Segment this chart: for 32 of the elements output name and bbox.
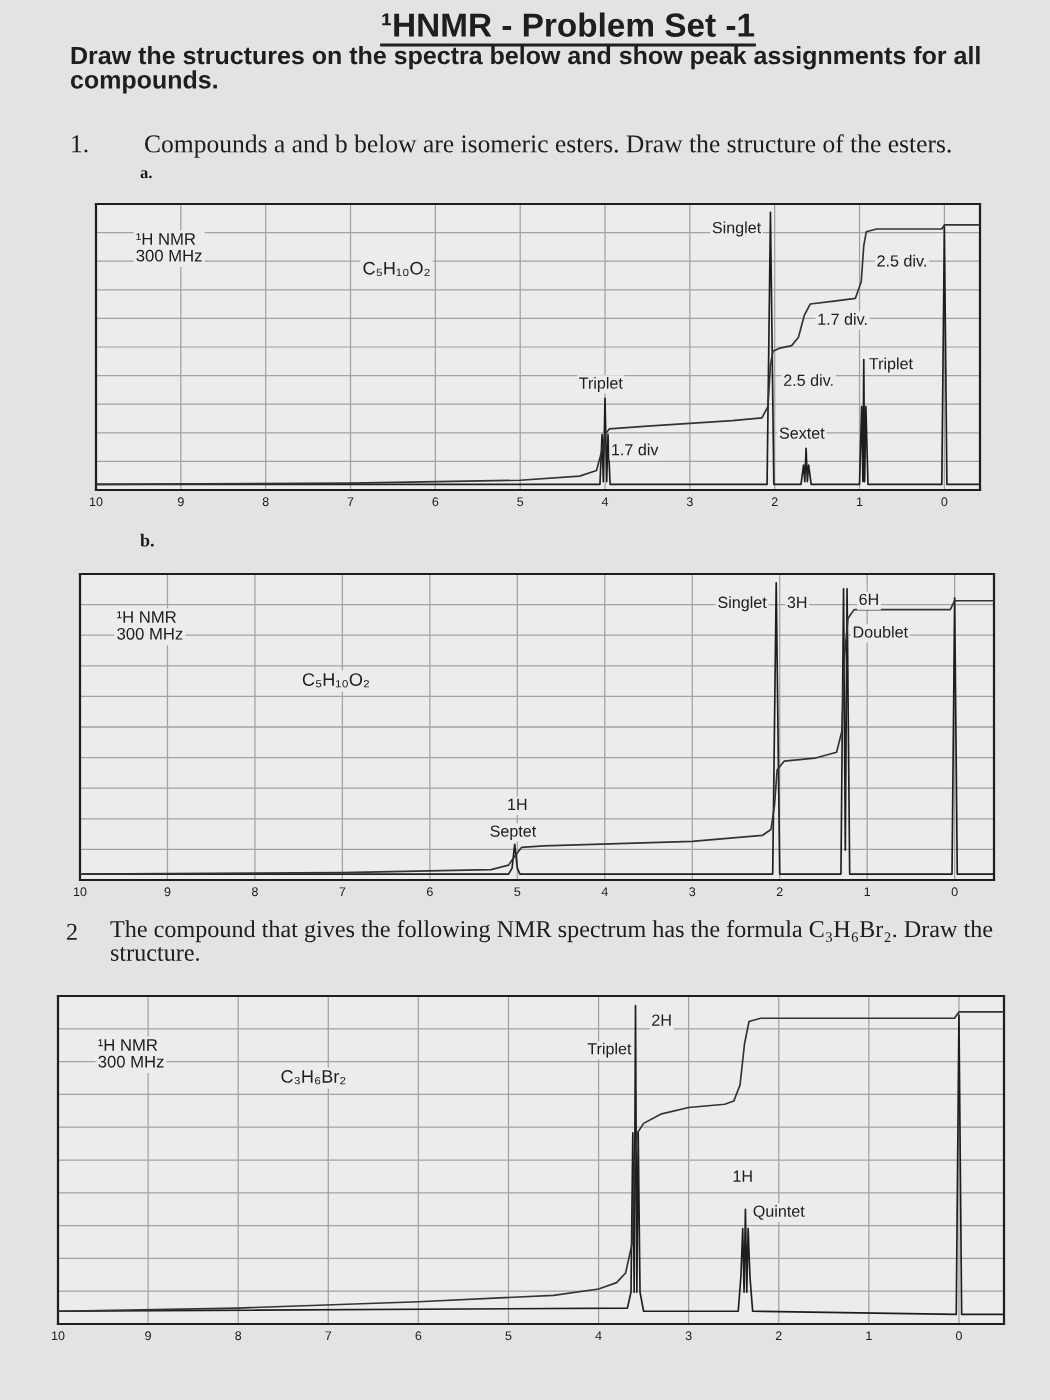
annotation: 2.5 div. xyxy=(784,374,833,387)
text: The compound that gives the following NMR spectrum has the formula C₃H₆Br₂. Draw the structure. xyxy=(110,920,993,962)
annotation: Triplet xyxy=(587,1042,632,1058)
annotation: Doublet xyxy=(853,625,908,638)
annotation: 1H xyxy=(508,798,527,810)
annotation: Sextet xyxy=(779,427,825,439)
annotation: ¹H NMR 300 MHz xyxy=(98,1039,164,1068)
annotation: ¹H NMR 300 MHz xyxy=(136,233,202,262)
annotation: 6H xyxy=(859,593,878,606)
text: b. xyxy=(140,533,154,547)
annotation: 2H xyxy=(652,1014,671,1026)
annotation: Triplet xyxy=(869,357,913,373)
annotation: Singlet xyxy=(718,596,767,612)
annotation: ¹H NMR 300 MHz xyxy=(117,611,183,640)
chart-title: ¹HNMR - Problem Set -1 xyxy=(382,12,755,37)
annotation: Quintet xyxy=(753,1205,805,1220)
text: 1. xyxy=(72,135,88,153)
annotation: 2.5 div. xyxy=(877,254,926,267)
text: a. xyxy=(140,170,152,179)
annotation: C₃H₆Br₂ xyxy=(281,1070,346,1085)
text: Compounds a and b below are isomeric esters. Draw the structure of the esters. xyxy=(145,134,951,158)
annotation: 1.7 div. xyxy=(818,313,867,325)
annotation: 1H xyxy=(733,1170,752,1182)
text: 2 xyxy=(67,923,77,940)
annotation: Singlet xyxy=(712,221,762,237)
chart-subtitle: Draw the structures on the spectra below and show peak assignments for all compounds. xyxy=(70,46,980,94)
annotation: C₅H₁₀O₂ xyxy=(363,261,430,277)
annotation: C₅H₁₀O₂ xyxy=(302,673,370,688)
annotation: Triplet xyxy=(579,376,623,392)
annotation: Septet xyxy=(490,825,537,840)
annotation: 3H xyxy=(787,596,807,609)
annotation: 1.7 div xyxy=(612,443,659,456)
